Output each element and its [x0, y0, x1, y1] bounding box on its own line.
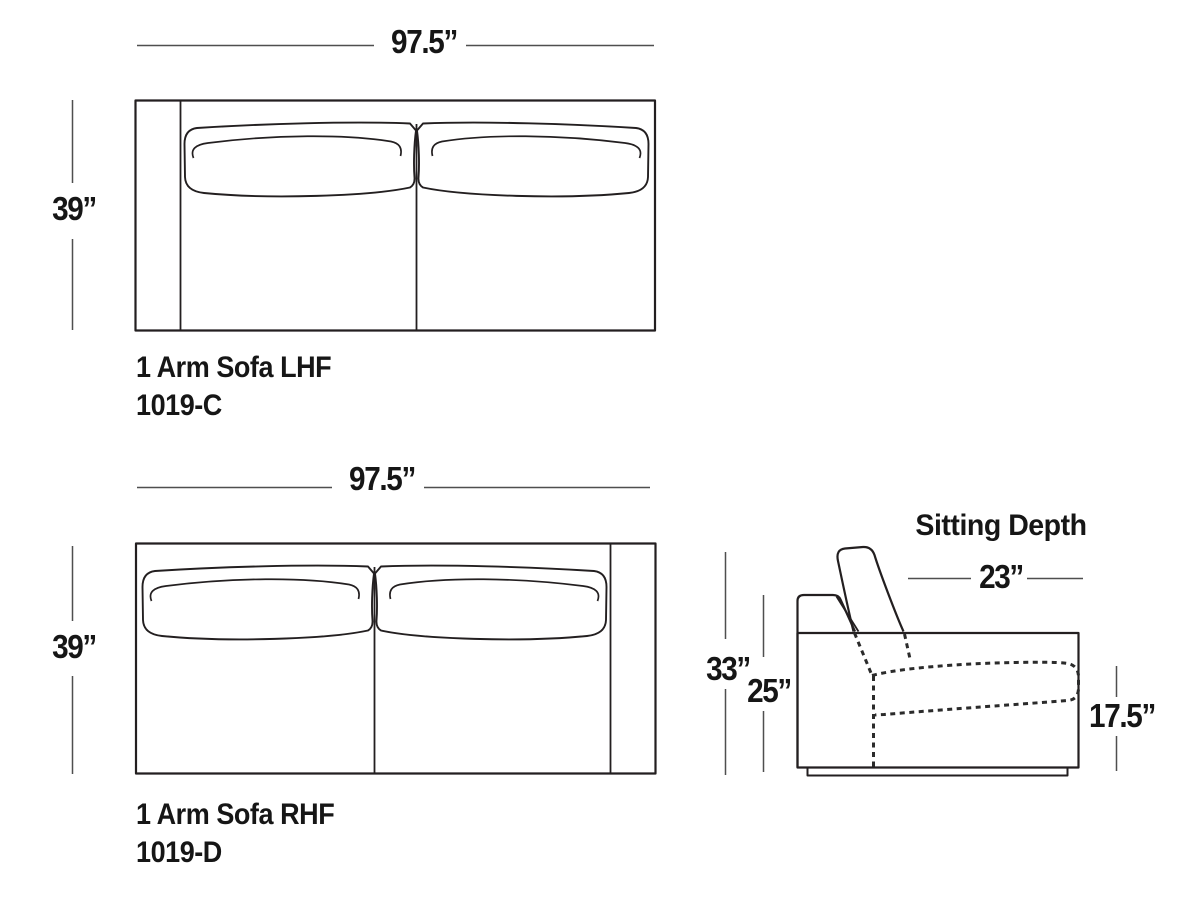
- rail-height-dimension: 25”: [747, 672, 792, 709]
- sitting-depth-title: Sitting Depth: [915, 509, 1087, 542]
- cushion-seam-left: [191, 135, 402, 159]
- back-height-dimension: 33”: [706, 650, 751, 687]
- bottom-sofa-name-label: 1 Arm Sofa RHF: [136, 798, 335, 831]
- bottom-sofa-sku-label: 1019-D: [136, 836, 222, 869]
- backrest-hidden-right-edge: [903, 633, 912, 662]
- sofa-body-outline: [134, 99, 657, 332]
- bottom-sofa-width-dimension: 97.5”: [349, 460, 416, 497]
- top-sofa-name-label: 1 Arm Sofa LHF: [136, 351, 332, 384]
- sofa-side-view: [724, 545, 1118, 777]
- side-body-left-and-rail: [796, 593, 857, 768]
- bottom-sofa-depth-dimension: 39”: [52, 628, 97, 665]
- backrest-hidden-left-edge: [853, 632, 873, 674]
- sofa-body-mirrored: [136, 544, 656, 774]
- top-sofa-depth-dimension: 39”: [52, 190, 97, 227]
- side-body-box: [796, 631, 1080, 769]
- seat-height-dimension: 17.5”: [1089, 697, 1156, 734]
- top-sofa-width-dimension: 97.5”: [391, 23, 458, 60]
- cushion-seam-right: [431, 135, 642, 159]
- sitting-depth-dimension: 23”: [979, 558, 1024, 595]
- rail-inner-seam-line: [835, 596, 860, 632]
- backrest-cushion: [836, 545, 905, 632]
- seat-cushion-hidden-outline: [871, 660, 1080, 717]
- sofa-rhf-top-view: [71, 486, 656, 775]
- back-cushion-left: [183, 121, 417, 198]
- top-sofa-sku-label: 1019-C: [136, 389, 222, 422]
- sofa-lhf-top-view: [71, 44, 657, 332]
- base-plinth: [806, 767, 1069, 777]
- back-cushion-right: [416, 121, 650, 198]
